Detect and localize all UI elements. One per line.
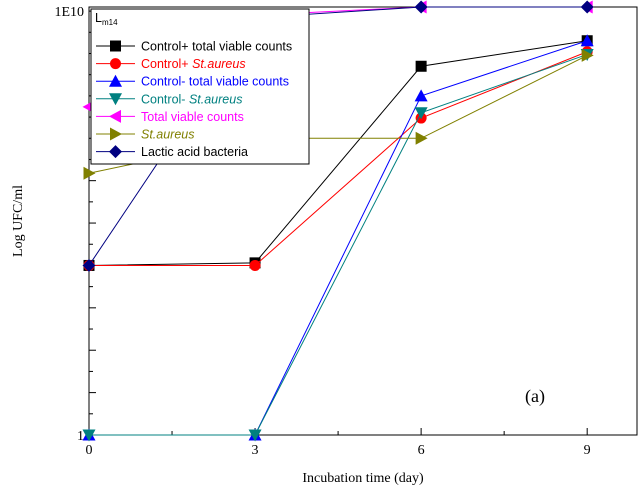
legend-item: Control+ St.aureus [96,57,246,71]
x-axis-label: Incubation time (day) [302,471,424,486]
legend-marker [109,93,122,106]
legend-marker [110,40,121,52]
series-line [89,51,588,266]
x-tick-label: 6 [418,443,425,458]
legend-title-sub: m14 [102,18,118,27]
data-point [82,429,96,442]
legend-marker [109,145,122,159]
legend-item: Lactic acid bacteria [96,145,248,159]
x-tick-label: 0 [86,443,93,458]
plot-frame [88,6,638,436]
data-point [415,131,428,145]
x-tick-label: 3 [252,443,259,458]
data-point [580,0,594,14]
series-line [89,53,588,436]
legend-title-main: L [95,11,102,25]
y-tick-label: 1 [77,429,84,444]
legend-label: Control- St.aureus [141,92,242,106]
x-axis-ticks: 0 3 6 9 [86,428,591,458]
legend-marker [110,127,122,141]
legend-label: St.aureus [141,128,195,142]
data-point [82,258,96,272]
legend-label-part: Control- total viable counts [141,75,289,89]
legend-label-part: Lactic acid bacteria [141,145,248,159]
data-point [580,34,594,47]
legend-label-part: Control- [141,92,189,106]
legend-label-part: St.aureus [141,128,195,142]
legend-item: Control- St.aureus [96,92,242,106]
data-point [414,107,428,120]
legend-label-part: Control+ [141,57,192,71]
y-axis-ticks: 1 1E10 [54,5,96,444]
legend-label: Control- total viable counts [141,75,289,89]
data-point [248,429,262,442]
legend-item: Control+ total viable counts [96,40,292,54]
data-point [249,259,261,271]
legend-marker [109,74,122,87]
legend-label-part: St.aureus [192,57,246,71]
legend-label-part: Total viable counts [141,110,244,124]
legend-marker [109,109,121,123]
legend-label: Control+ total viable counts [141,40,292,54]
legend-label: Total viable counts [141,110,244,124]
legend-title: Lm14 [95,11,118,27]
y-tick-label: 1E10 [54,5,84,20]
legend-item: Total viable counts [96,109,244,124]
data-point [415,60,427,72]
series-3 [82,48,594,442]
series-line [88,40,588,266]
legend-items: Control+ total viable counts Control+ St.… [96,40,292,159]
y-axis-label: Log UFC/ml [11,185,26,257]
data-point [83,166,96,180]
panel-annotation: (a) [525,386,545,407]
data-point [581,48,594,62]
legend-item: St.aureus [96,127,195,142]
legend-label: Control+ St.aureus [141,57,246,71]
x-tick-label: 9 [584,443,591,458]
legend-label-part: St.aureus [189,92,243,106]
legend-item: Control- total viable counts [96,74,289,89]
data-point [414,0,428,14]
data-point [414,89,428,102]
legend-marker [110,58,121,70]
legend-box [90,8,310,165]
legend: Lm14 Control+ total viable countsControl… [90,8,310,165]
legend-label: Lactic acid bacteria [141,145,248,159]
legend-label-part: Control+ total viable counts [141,40,292,54]
